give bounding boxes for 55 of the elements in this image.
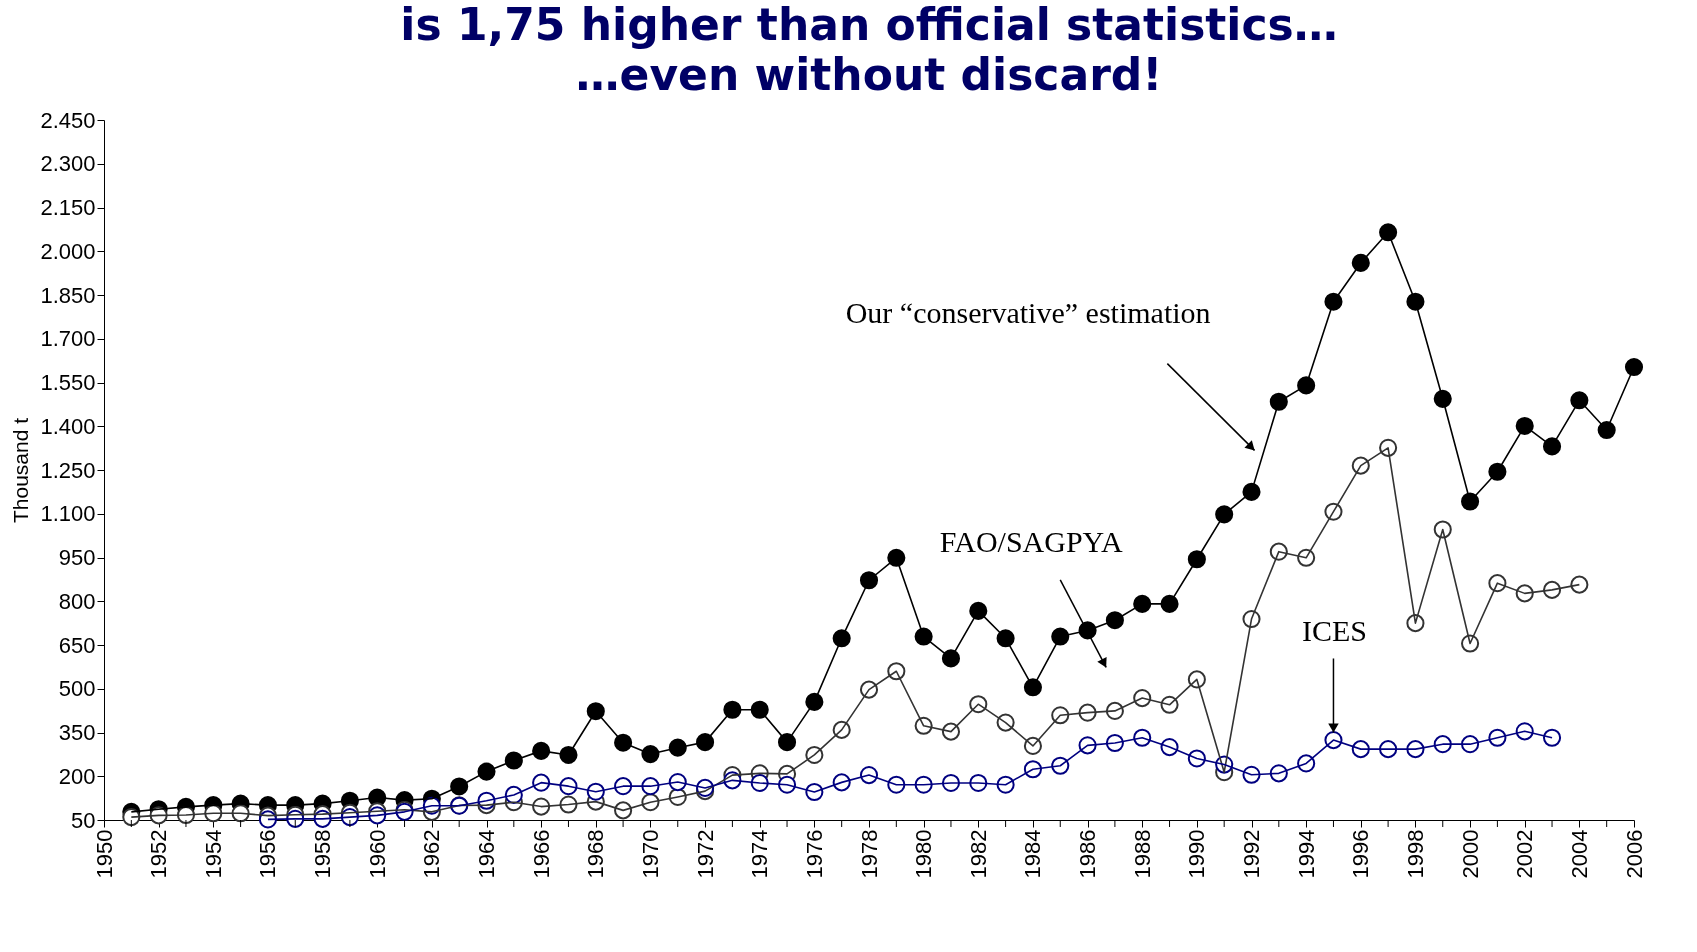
annotation: Our “conservative” estimation	[845, 295, 1211, 329]
x-tick-label: 1982	[965, 829, 991, 879]
x-tick-label: 1996	[1348, 829, 1374, 879]
annotation: FAO/SAGPYA	[939, 524, 1123, 558]
y-tick-label: 2.450	[40, 107, 96, 133]
x-tick-label: 1992	[1239, 829, 1264, 879]
x-tick-label: 2004	[1566, 829, 1592, 879]
y-tick-label: 1.850	[40, 282, 96, 308]
point	[1570, 575, 1589, 594]
x-tick-label: 1952	[146, 829, 172, 879]
x-tick-label: 1964	[474, 829, 499, 879]
y-tick-label: 350	[58, 720, 96, 745]
y-tick-label: 950	[58, 545, 96, 570]
x-tick-label: 1976	[801, 829, 827, 879]
y-tick-label: 200	[58, 763, 96, 789]
y-tick-label: 1.250	[40, 457, 96, 483]
x-tick-label: 1970	[637, 829, 663, 879]
x-tick-label: 1974	[747, 829, 773, 879]
x-tick-label: 2000	[1457, 829, 1483, 879]
x-tick-label: 1958	[310, 829, 336, 879]
x-tick-label: 2002	[1512, 829, 1538, 879]
point	[859, 571, 879, 590]
y-tick-label: 650	[58, 632, 96, 658]
x-tick-label: 1984	[1020, 829, 1046, 879]
x-tick-label: 1966	[528, 829, 554, 879]
x-tick-label: 1978	[856, 829, 882, 879]
chart-title: is 1,75 higher than official statistics…	[400, 0, 1338, 50]
x-tick-label: 1962	[419, 829, 445, 879]
y-tick-label: 1.400	[40, 413, 96, 439]
x-tick-label: 1990	[1184, 829, 1210, 879]
x-tick-label: 1972	[692, 829, 718, 879]
x-tick-label: 1956	[255, 829, 281, 879]
y-tick-label: 1.100	[40, 501, 96, 527]
y-axis-title: Thousand t	[9, 417, 33, 524]
y-tick-label: 500	[58, 676, 96, 702]
x-tick-label: 1954	[200, 829, 226, 879]
x-tick-label: 1968	[583, 829, 609, 879]
y-tick-label: 2.000	[40, 238, 96, 264]
point	[1269, 764, 1288, 783]
x-tick-label: 1988	[1129, 829, 1155, 879]
y-tick-label: 1.700	[40, 326, 96, 352]
y-tick-label: 2.150	[40, 195, 96, 220]
y-tick-label: 2.300	[40, 151, 96, 177]
x-tick-label: 1998	[1402, 829, 1428, 879]
y-tick-label: 1.550	[40, 370, 96, 395]
point	[1624, 358, 1644, 377]
x-tick-label: 1986	[1075, 829, 1101, 879]
x-tick-label: 2006	[1621, 829, 1647, 879]
y-tick-label: 800	[58, 588, 96, 614]
x-tick-label: 1994	[1293, 829, 1319, 879]
x-tick-label: 1980	[911, 829, 937, 879]
point	[1542, 728, 1562, 747]
chart-subtitle: …even without discard!	[575, 49, 1163, 100]
annotation: ICES	[1301, 613, 1367, 647]
x-tick-label: 1960	[364, 829, 390, 879]
